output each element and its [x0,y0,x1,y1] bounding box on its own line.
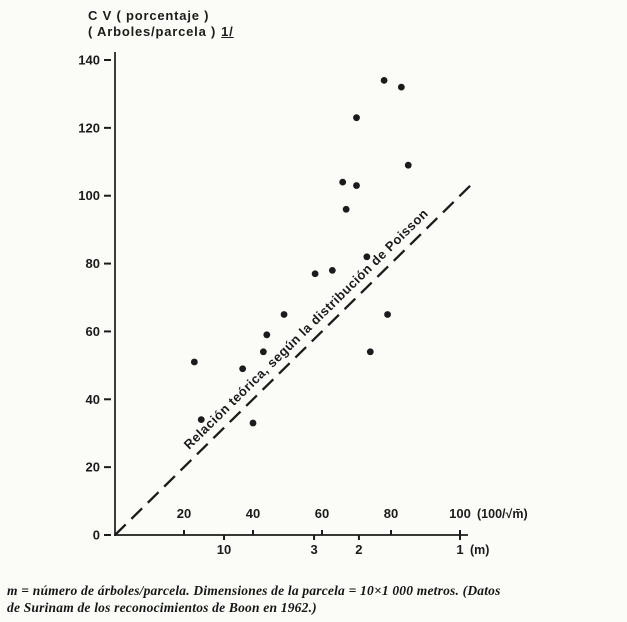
data-point [353,182,360,189]
y-tick-label: 80 [86,256,100,271]
x-tick-label: 40 [246,506,260,521]
y-tick-label: 120 [78,120,100,135]
data-point [280,311,288,318]
m-tick-label: 10 [217,542,231,557]
footnote-marker: 1/ [221,24,234,40]
y-axis-title-line1: C V ( porcentaje ) [88,8,210,23]
x-tick-label: 20 [177,506,191,521]
m-tick-label: 3 [310,542,317,557]
x-axis-unit-label: (100/√m̄) [477,507,528,521]
data-point [263,331,271,339]
caption-line2: de Surinam de los reconocimientos de Boo… [7,599,317,615]
data-point [249,419,257,427]
m-tick-label: 1 [456,542,463,557]
data-point [353,114,360,122]
data-point [397,83,405,91]
x-tick-label: 100 [449,506,471,521]
data-point [311,270,319,278]
caption-line1: m = número de árboles/parcela. Dimension… [7,583,501,598]
data-point [342,205,350,213]
y-tick-label: 100 [78,188,100,203]
y-axis-title-line2-wrap: ( Arboles/parcela ) 1/ [88,24,234,40]
y-tick-label: 40 [86,392,100,407]
data-point [384,311,391,318]
x-tick-label: 60 [315,506,329,521]
poisson-reference-line [114,184,472,536]
data-point [197,416,205,424]
data-point [328,266,336,274]
y-tick-label: 140 [78,53,100,68]
y-axis-title-line2: ( Arboles/parcela ) [88,24,217,40]
figure-caption: m = número de árboles/parcela. Dimension… [7,583,620,617]
m-axis-unit-label: (m) [470,543,489,557]
data-point [239,365,247,373]
data-point [380,76,388,84]
x-tick-label: 80 [384,506,398,521]
data-point [366,348,374,356]
y-tick-label: 60 [86,324,100,339]
m-tick-label: 2 [355,542,362,557]
data-point [259,348,267,356]
y-tick-label: 20 [86,460,100,475]
data-point [190,358,198,366]
data-point [363,253,371,261]
y-tick-label: 0 [93,528,100,543]
scatter-chart: 0 20 40 60 80 100 120 140 20 40 60 80 100 (100/√m̄) 10… [78,52,528,557]
poisson-line-label: Relación teórica, según la distribución … [181,206,431,453]
data-point [404,161,412,169]
data-point [339,178,347,186]
y-axis-title: C V ( porcentaje ) ( Arboles/parcela ) 1/ [88,8,234,41]
